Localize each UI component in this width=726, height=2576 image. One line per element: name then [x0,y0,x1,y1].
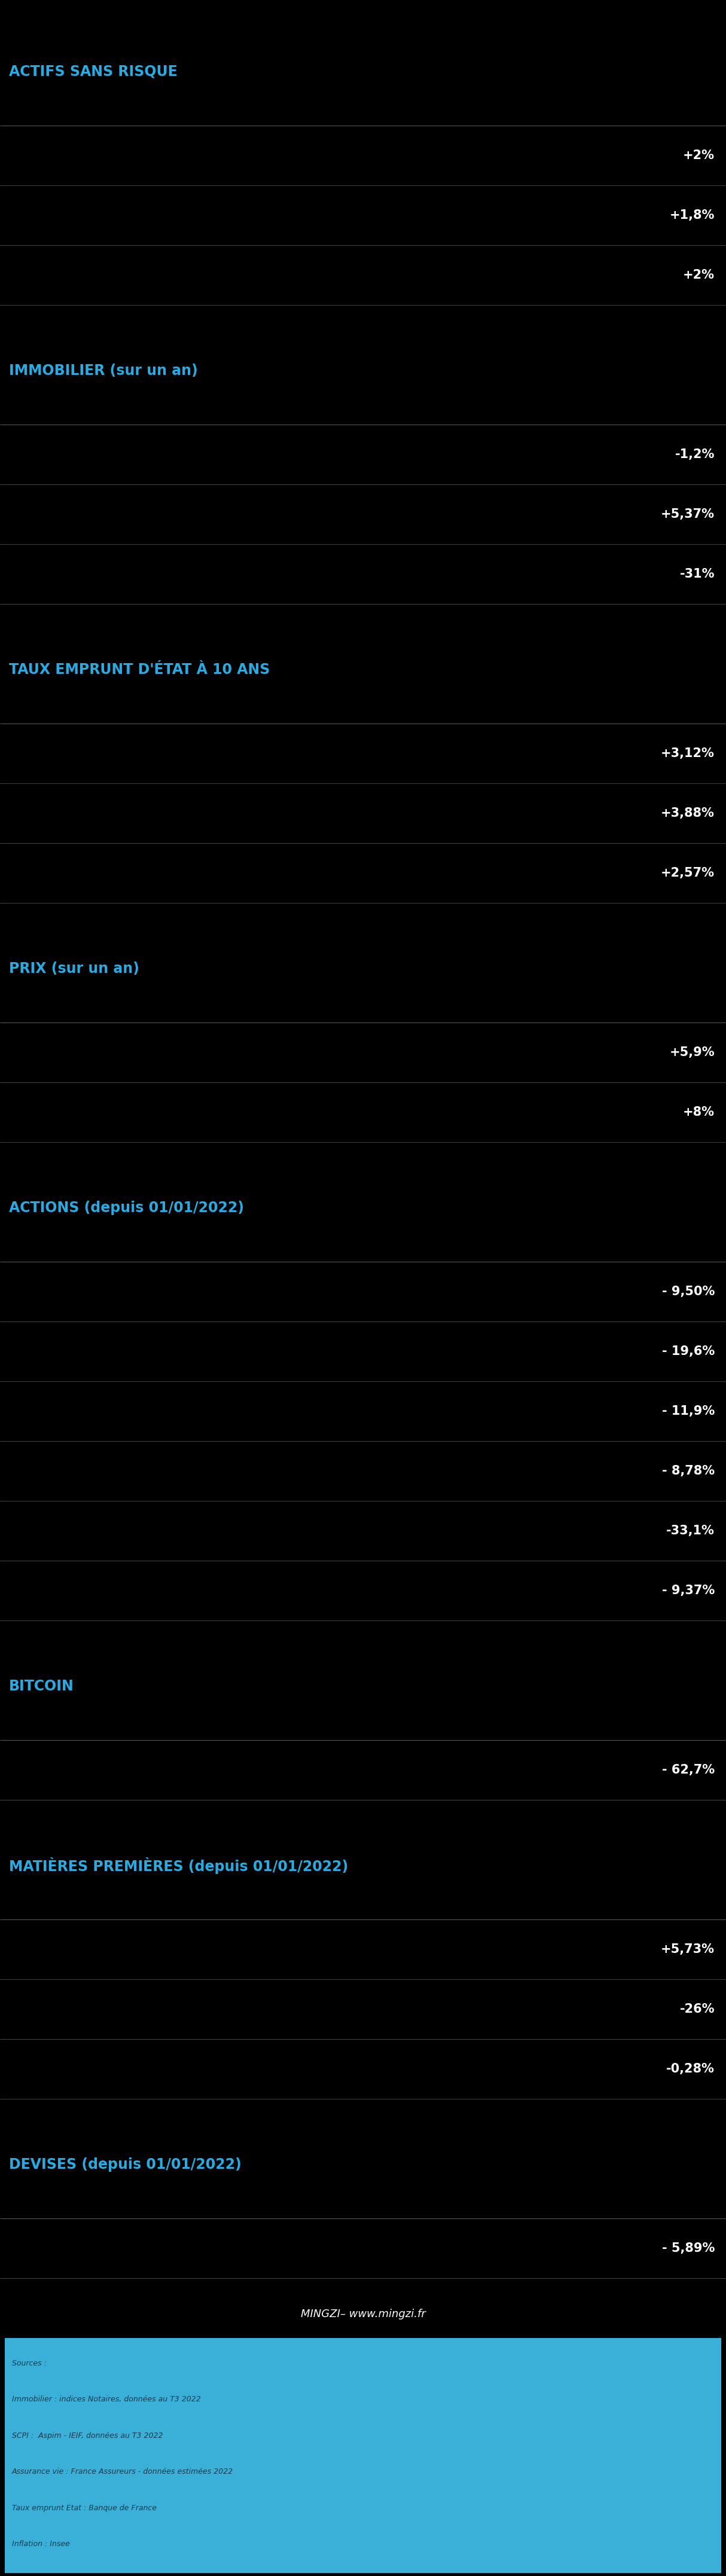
Text: - 8,78%: - 8,78% [662,1466,714,1476]
Text: -0,28%: -0,28% [666,2063,714,2074]
Text: - 9,50%: - 9,50% [662,1285,714,1298]
Text: +2%: +2% [683,149,714,162]
Text: - 19,6%: - 19,6% [662,1345,714,1358]
Text: -1,2%: -1,2% [675,448,714,461]
Text: Assurance vie : France Assureurs - données estimées 2022: Assurance vie : France Assureurs - donné… [12,2468,233,2476]
Text: +3,88%: +3,88% [661,806,714,819]
Text: +3,12%: +3,12% [661,747,714,760]
Text: -26%: -26% [680,2004,714,2014]
Text: Sources :: Sources : [12,2360,46,2367]
Text: IMMOBILIER (sur un an): IMMOBILIER (sur un an) [9,363,197,379]
Text: MATIÈRES PREMIÈRES (depuis 01/01/2022): MATIÈRES PREMIÈRES (depuis 01/01/2022) [9,1857,348,1873]
Text: Immobilier : indices Notaires, données au T3 2022: Immobilier : indices Notaires, données a… [12,2396,201,2403]
Text: DEVISES (depuis 01/01/2022): DEVISES (depuis 01/01/2022) [9,2159,242,2172]
Text: -33,1%: -33,1% [666,1525,714,1538]
Text: Inflation : Insee: Inflation : Insee [12,2540,70,2548]
Text: PRIX (sur un an): PRIX (sur un an) [9,961,139,976]
Text: +8%: +8% [683,1105,714,1118]
Text: MINGZI– www.mingzi.fr: MINGZI– www.mingzi.fr [301,2308,425,2318]
Text: +2,57%: +2,57% [661,868,714,878]
Text: +2%: +2% [683,268,714,281]
Text: - 11,9%: - 11,9% [662,1404,714,1417]
Text: +5,37%: +5,37% [661,507,714,520]
Text: - 9,37%: - 9,37% [662,1584,714,1597]
Text: +5,9%: +5,9% [669,1046,714,1059]
Text: Taux emprunt Etat : Banque de France: Taux emprunt Etat : Banque de France [12,2504,157,2512]
Text: BITCOIN: BITCOIN [9,1680,74,1692]
Text: ACTIONS (depuis 01/01/2022): ACTIONS (depuis 01/01/2022) [9,1200,244,1216]
Text: - 5,89%: - 5,89% [662,2241,714,2254]
Text: +1,8%: +1,8% [669,209,714,222]
Text: TAUX EMPRUNT D'ÉTAT À 10 ANS: TAUX EMPRUNT D'ÉTAT À 10 ANS [9,662,270,677]
Text: ACTIFS SANS RISQUE: ACTIFS SANS RISQUE [9,64,177,80]
Text: - 62,7%: - 62,7% [662,1765,714,1775]
Text: -31%: -31% [680,569,714,580]
FancyBboxPatch shape [5,2339,721,2573]
Text: +5,73%: +5,73% [661,1942,714,1955]
Text: SCPI :  Aspim - IEIF, données au T3 2022: SCPI : Aspim - IEIF, données au T3 2022 [12,2432,163,2439]
